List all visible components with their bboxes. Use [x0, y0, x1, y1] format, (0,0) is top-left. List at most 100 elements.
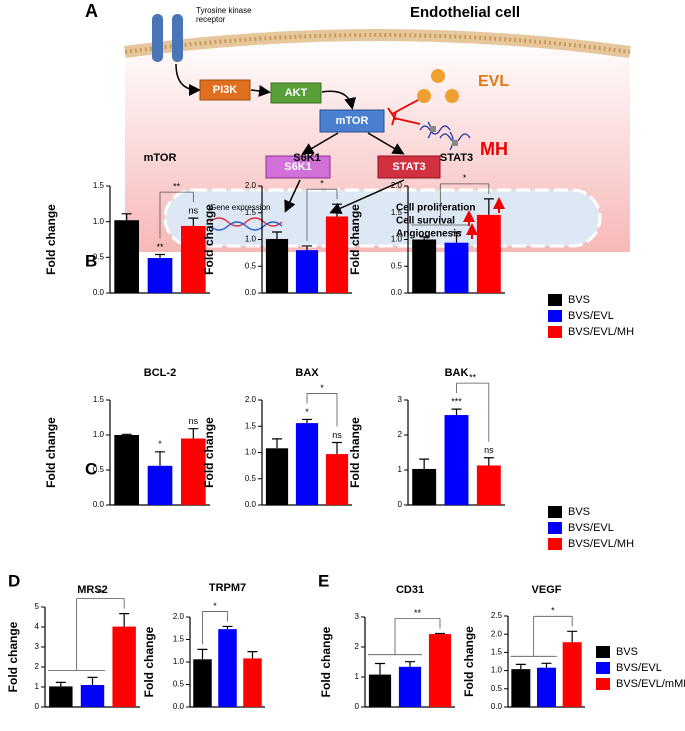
y-tick-label: 0: [355, 702, 360, 711]
bar: [412, 239, 437, 293]
nucleus: [163, 188, 602, 248]
node-label: STAT3: [392, 161, 425, 173]
bar: [476, 465, 501, 505]
y-tick-label: 1.5: [245, 208, 257, 217]
chart-title: BAK: [445, 367, 469, 379]
legend-swatch: [596, 678, 610, 690]
error-bar: [332, 203, 342, 217]
node-box: [199, 79, 251, 101]
significance-bracket: [202, 611, 228, 645]
bar: [114, 220, 139, 293]
bar: [295, 250, 319, 293]
node-box: [319, 109, 385, 133]
y-tick-label: 0.0: [173, 702, 185, 711]
legend-swatch: [548, 294, 562, 306]
significance-bracket: [510, 615, 573, 657]
y-tick-label: 1: [398, 465, 403, 474]
error-bar: [567, 630, 578, 643]
arrow: [321, 90, 357, 110]
bar: [444, 415, 469, 505]
legend-label: BVS/EVL/mMH: [616, 678, 685, 690]
y-tick-label: 3: [35, 642, 40, 651]
y-tick-label: 0.5: [245, 474, 257, 483]
legend-swatch: [548, 538, 562, 550]
y-axis-label: Fold change: [462, 626, 476, 697]
bar: [181, 225, 206, 293]
y-tick-label: 0: [35, 702, 40, 711]
error-bar: [541, 662, 552, 668]
y-axis-label: Fold change: [348, 204, 362, 275]
legend-label: BVS: [616, 646, 638, 658]
bar: [181, 438, 206, 505]
bar: [243, 658, 262, 707]
bar: [412, 468, 437, 505]
significance-bracket: [456, 382, 490, 442]
bar: [325, 454, 349, 505]
y-tick-label: 0.0: [391, 288, 403, 297]
significance-bracket: [306, 393, 338, 427]
bar: [325, 216, 349, 293]
comparison-label: **: [414, 608, 422, 618]
bar: [368, 674, 392, 707]
legend-label: BVS/EVL: [616, 662, 662, 674]
y-tick-label: 2.0: [491, 629, 503, 638]
y-tick-label: 4: [35, 622, 40, 631]
legend-swatch: [596, 662, 610, 674]
bar: [147, 258, 173, 293]
error-bar: [188, 428, 199, 439]
y-tick-label: 1.5: [245, 421, 257, 430]
y-tick-label: 1.0: [491, 666, 503, 675]
bar: [398, 666, 422, 707]
y-tick-label: 0.0: [93, 500, 105, 509]
y-tick-label: 1.0: [245, 235, 257, 244]
error-bar: [55, 681, 66, 687]
y-tick-label: 0.0: [93, 288, 105, 297]
chart-title: STAT3: [440, 152, 473, 164]
significance-label: ns: [189, 416, 199, 426]
significance-label: ***: [451, 396, 462, 406]
y-tick-label: 2.0: [173, 612, 185, 621]
node-label: S6K1: [284, 161, 312, 173]
y-tick-label: 1: [35, 682, 40, 691]
node-label: mTOR: [336, 115, 369, 127]
comparison-label: *: [213, 601, 217, 611]
bar: [193, 659, 212, 707]
bar: [114, 435, 139, 505]
y-tick-label: 0.5: [245, 261, 257, 270]
panel-letter: B: [85, 251, 97, 270]
error-bar: [302, 418, 312, 424]
significance-bracket: [368, 618, 441, 656]
significance-bracket: [159, 191, 194, 239]
chart-title: BAX: [295, 367, 319, 379]
bar: [80, 685, 105, 707]
panel-letter: E: [318, 571, 329, 590]
y-tick-label: 1.0: [173, 657, 185, 666]
error-bar: [375, 662, 385, 675]
y-axis-label: Fold change: [202, 204, 216, 275]
significance-bracket: [48, 598, 125, 671]
comparison-label: *: [551, 606, 555, 616]
y-tick-label: 2: [355, 642, 360, 651]
diagram: PI3K AKT mTOR S6K1 STAT3 EVL MH Gene exp…: [85, 0, 631, 252]
bar: [295, 423, 319, 505]
error-bar: [405, 661, 415, 667]
y-tick-label: 0.5: [93, 252, 105, 261]
y-tick-label: 3: [398, 395, 403, 404]
nucleus-label: Gene expression: [210, 203, 270, 212]
effect-label: Cell proliferation: [396, 203, 475, 214]
arrow: [175, 63, 201, 96]
comparison-label: *: [320, 383, 324, 393]
chart-title: mTOR: [144, 152, 177, 164]
legend-label: BVS/EVL/MH: [568, 326, 634, 338]
y-tick-label: 0.0: [245, 500, 257, 509]
y-axis-label: Fold change: [348, 417, 362, 488]
y-tick-label: 1.0: [245, 448, 257, 457]
node-box: [377, 155, 441, 179]
evl-particle: [431, 69, 445, 83]
chart-title: CD31: [396, 584, 424, 596]
node-box: [265, 155, 331, 179]
y-tick-label: 1: [355, 672, 360, 681]
error-bar: [483, 198, 494, 215]
cell-label: Endothelial cell: [410, 4, 520, 21]
